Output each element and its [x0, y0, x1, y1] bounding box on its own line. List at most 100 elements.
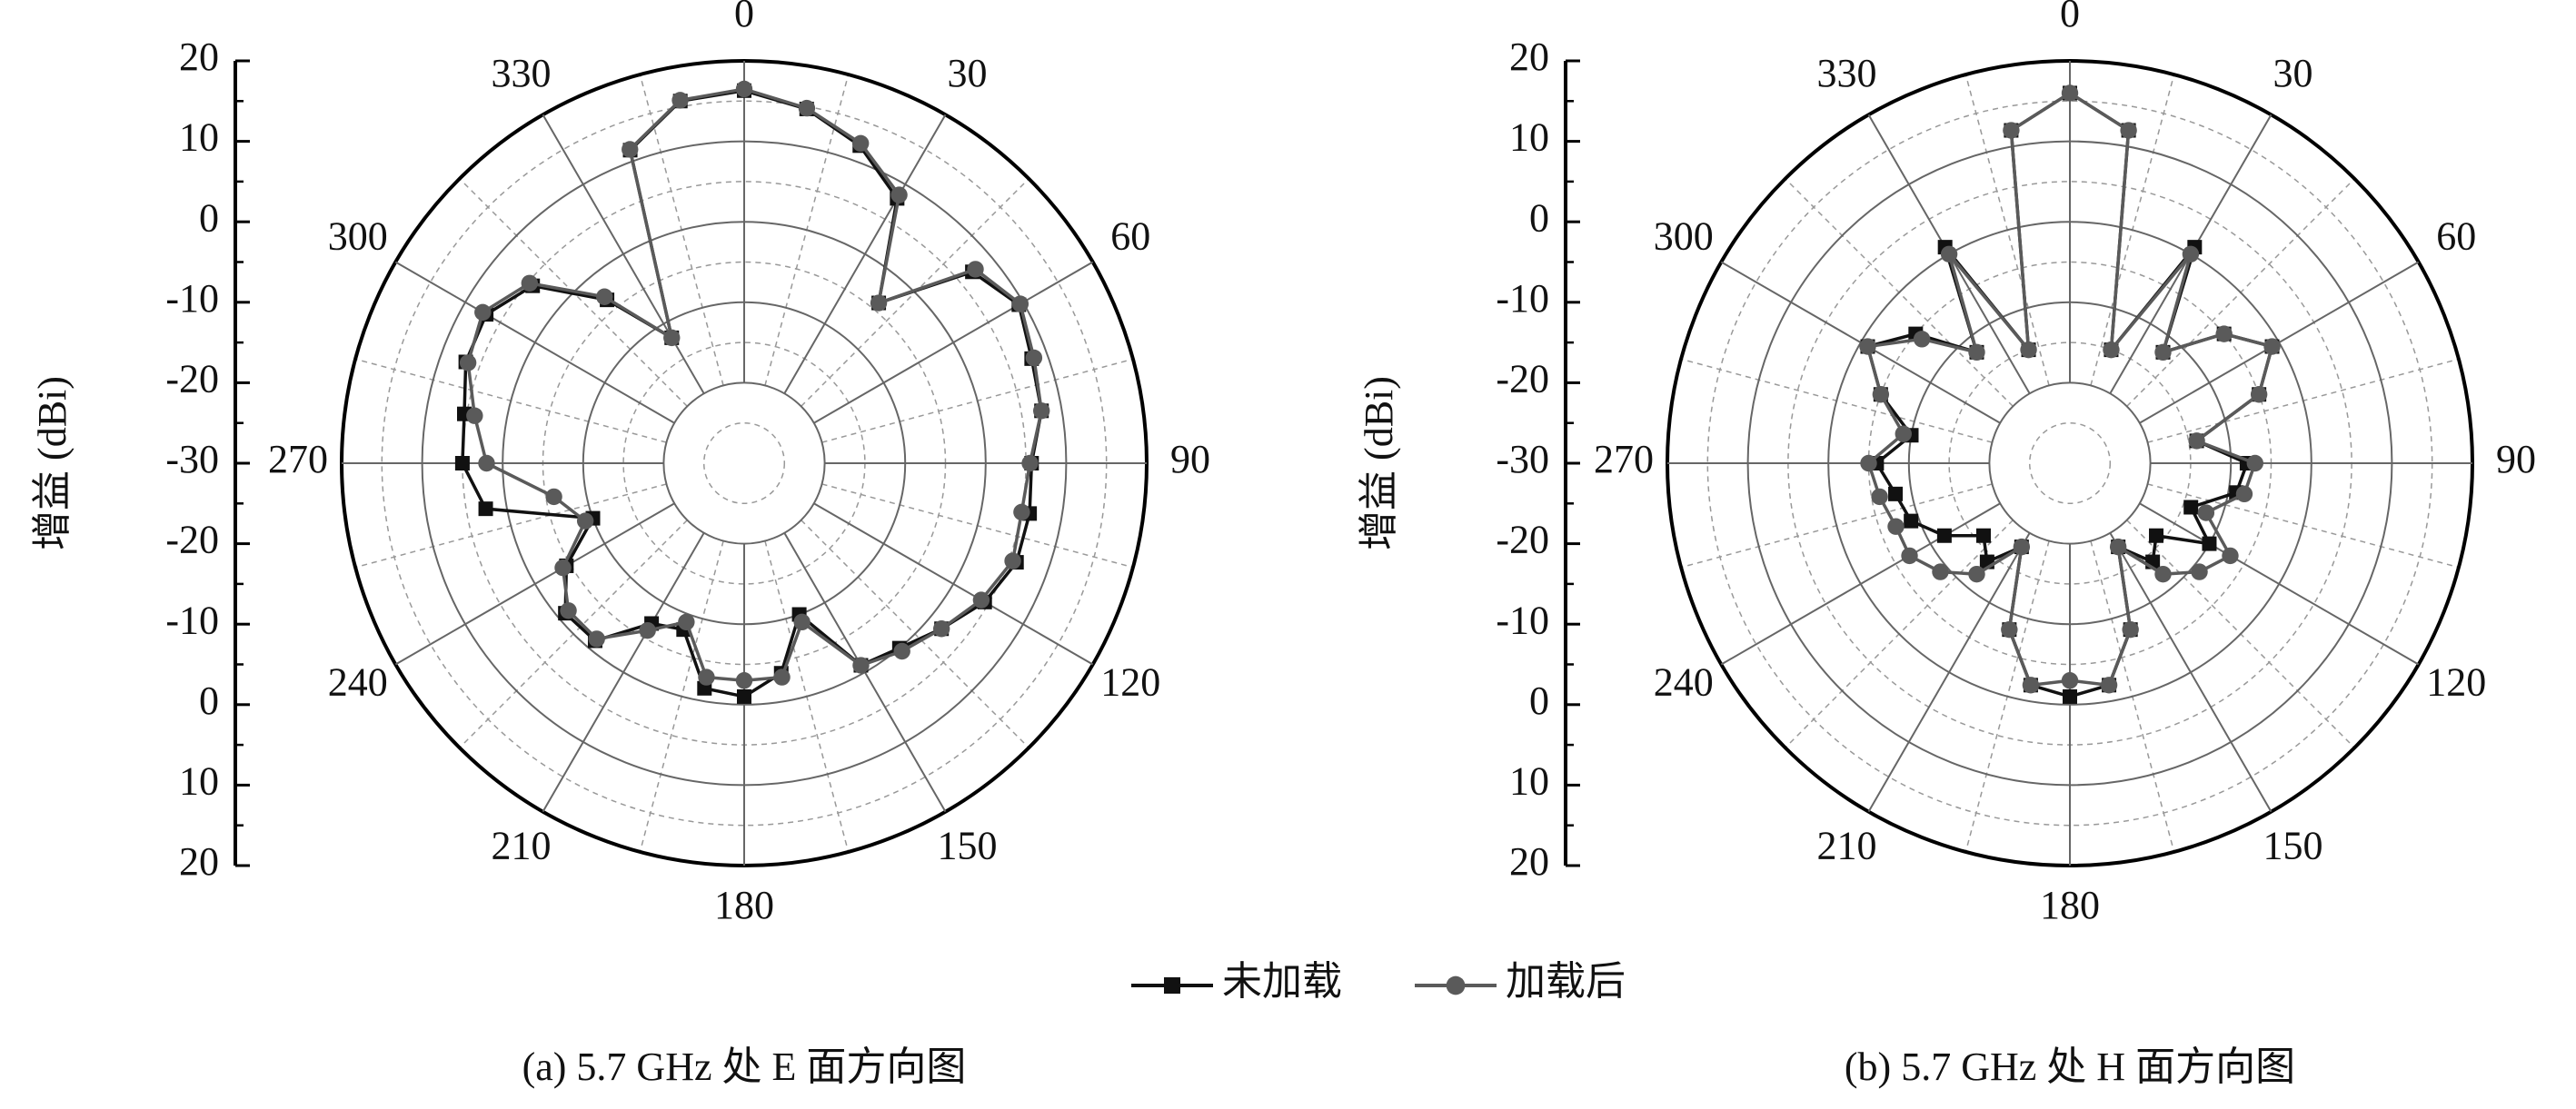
marker: [478, 501, 493, 517]
angle-label: 90: [2496, 437, 2536, 481]
marker: [698, 668, 715, 686]
angle-label: 270: [268, 437, 328, 481]
marker: [737, 688, 751, 704]
angle-label: 270: [1594, 437, 1654, 481]
marker: [773, 668, 791, 686]
marker: [1025, 349, 1043, 367]
marker: [2250, 386, 2268, 403]
marker: [2215, 325, 2233, 342]
angle-label: 210: [492, 823, 552, 867]
marker: [622, 141, 639, 158]
marker: [2197, 504, 2215, 521]
r-tick-label: 20: [179, 839, 219, 884]
marker: [735, 672, 753, 689]
marker: [967, 261, 984, 278]
marker: [735, 80, 753, 98]
marker: [1904, 513, 1919, 529]
marker: [890, 186, 908, 203]
marker: [2061, 672, 2079, 689]
r-tick-label: 20: [1509, 35, 1549, 79]
marker: [2061, 84, 2079, 102]
marker: [2022, 677, 2040, 694]
legend-label: 未加载: [1222, 959, 1342, 1004]
y-axis-label: 增益 (dBi): [1357, 376, 1401, 550]
marker: [932, 620, 950, 638]
angle-label: 30: [948, 51, 988, 95]
angle-label: 60: [1110, 214, 1150, 259]
r-tick-label: -10: [165, 276, 219, 321]
angle-label: 210: [1817, 823, 1877, 867]
r-tick-label: -20: [165, 356, 219, 401]
marker: [639, 621, 656, 639]
marker: [596, 288, 613, 305]
marker: [2063, 688, 2077, 704]
r-tick-label: 10: [179, 758, 219, 803]
marker: [1164, 977, 1180, 994]
angle-label: 120: [2426, 660, 2486, 705]
r-tick-label: -10: [1496, 276, 1549, 321]
r-tick-label: 10: [1509, 115, 1549, 160]
marker: [1895, 425, 1912, 442]
marker: [2149, 528, 2164, 543]
marker: [466, 407, 483, 424]
marker: [663, 329, 681, 347]
marker: [851, 134, 870, 153]
r-tick-label: 10: [179, 115, 219, 160]
marker: [893, 642, 910, 660]
spoke: [783, 114, 947, 394]
marker: [1859, 338, 1876, 355]
marker: [2020, 341, 2037, 359]
marker: [2001, 620, 2018, 639]
marker: [2103, 341, 2120, 359]
marker: [2003, 122, 2020, 139]
marker: [1446, 975, 1466, 995]
marker: [2188, 432, 2205, 450]
marker: [1004, 552, 1021, 569]
angle-label: 330: [492, 51, 552, 95]
marker: [1013, 503, 1030, 521]
marker: [1975, 528, 1991, 543]
r-tick-label: 10: [1509, 758, 1549, 803]
marker: [2182, 245, 2200, 263]
marker: [2222, 547, 2239, 565]
marker: [1887, 518, 1905, 535]
marker: [474, 303, 492, 322]
legend-label: 加载后: [1506, 959, 1626, 1004]
r-tick-label: 20: [1509, 839, 1549, 884]
marker: [1932, 563, 1949, 580]
spoke: [813, 502, 1094, 666]
marker: [2109, 538, 2127, 556]
marker: [852, 657, 870, 674]
spoke: [813, 261, 1094, 424]
marker: [2100, 677, 2118, 694]
r-tick-label: 20: [179, 35, 219, 79]
caption: (b) 5.7 GHz 处 H 面方向图: [1845, 1045, 2295, 1089]
angle-label: 0: [2060, 0, 2080, 35]
r-tick-label: -20: [1496, 356, 1549, 401]
angle-label: 330: [1817, 51, 1877, 95]
r-tick-label: -20: [1496, 518, 1549, 562]
marker: [798, 99, 816, 117]
angle-label: 60: [2436, 214, 2476, 259]
angle-label: 240: [328, 660, 388, 705]
caption: (a) 5.7 GHz 处 E 面方向图: [522, 1045, 967, 1089]
angle-label: 0: [734, 0, 754, 35]
spoke: [394, 261, 675, 424]
marker: [2013, 538, 2031, 556]
marker: [2246, 454, 2263, 472]
r-tick-label: 0: [1529, 195, 1549, 240]
grid-circle: [1988, 381, 2152, 545]
marker: [671, 92, 689, 109]
angle-label: 180: [2040, 883, 2100, 927]
spoke: [1867, 532, 2031, 813]
marker: [2183, 500, 2199, 515]
marker: [1940, 245, 1958, 263]
angle-label: 30: [2273, 51, 2313, 95]
angle-label: 300: [328, 214, 388, 259]
angle-label: 150: [938, 823, 998, 867]
spoke: [394, 502, 675, 666]
marker: [478, 454, 495, 472]
marker: [1033, 402, 1050, 420]
marker: [972, 591, 990, 609]
